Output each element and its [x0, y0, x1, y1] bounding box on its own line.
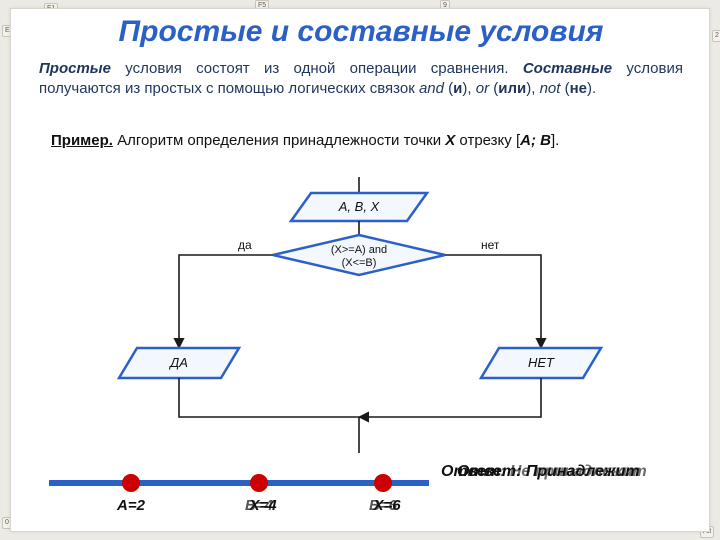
slide-title: Простые и составные условия: [11, 15, 711, 49]
dot-mid: [250, 474, 268, 492]
intro-text: Простые условия состоят из одной операци…: [39, 59, 683, 100]
label-x4: X=4: [249, 497, 276, 514]
node-no-label: НЕТ: [528, 355, 555, 370]
cond-line1: (X>=A) and: [331, 244, 387, 256]
cond-line2: (X<=B): [342, 257, 377, 269]
slide: Простые и составные условия Простые усло…: [10, 8, 710, 532]
number-line-segment: [49, 480, 429, 486]
dot-a: [122, 474, 140, 492]
word-compound: Составные: [523, 60, 612, 77]
example-label: Пример.: [51, 132, 113, 149]
example-text: Пример. Алгоритм определения принадлежно…: [51, 131, 671, 151]
node-input-label: A, B, X: [338, 199, 381, 214]
branch-no-label: нет: [481, 238, 500, 252]
label-x6: X=6: [373, 497, 400, 514]
branch-yes-label: да: [238, 238, 252, 252]
node-yes-label: ДА: [168, 355, 188, 370]
word-simple: Простые: [39, 60, 111, 77]
flowchart: A, B, X (X>=A) and (X<=B) да нет ДА НЕТ: [11, 177, 711, 467]
decor-key: 2: [712, 30, 720, 42]
dot-right: [374, 474, 392, 492]
label-a: A=2: [117, 497, 145, 514]
